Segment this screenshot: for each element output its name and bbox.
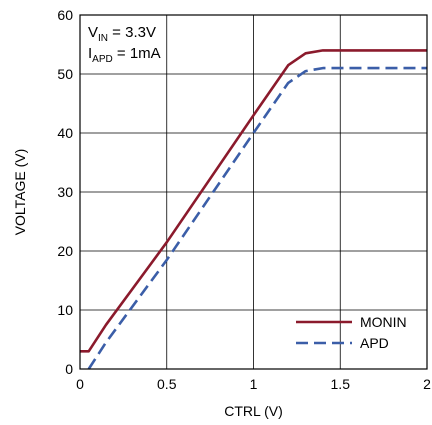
x-tick-label: 0.5	[157, 376, 177, 392]
x-tick-label: 1	[250, 376, 258, 392]
x-tick-label: 1.5	[331, 376, 351, 392]
y-tick-label: 50	[57, 66, 73, 82]
legend-label-monin: MONIN	[360, 314, 407, 330]
y-tick-label: 40	[57, 125, 73, 141]
series-line-monin	[80, 49, 427, 353]
x-tick-labels: 0 0.5 1 1.5 2	[76, 376, 431, 392]
y-tick-labels: 0 10 20 30 40 50 60	[57, 7, 73, 377]
legend-label-apd: APD	[360, 335, 389, 351]
plot-frame	[79, 14, 428, 370]
x-tick-label: 0	[76, 376, 84, 392]
series-lines	[80, 49, 427, 370]
series-line-apd	[87, 66, 427, 370]
x-tick-label: 2	[423, 376, 431, 392]
annotation-line: VIN = 3.3V	[88, 24, 156, 44]
y-tick-label: 30	[57, 184, 73, 200]
y-tick-label: 10	[57, 302, 73, 318]
y-tick-label: 60	[57, 7, 73, 23]
y-tick-label: 0	[65, 361, 73, 377]
x-axis-label: CTRL (V)	[224, 403, 283, 419]
annotation-line: IAPD = 1mA	[88, 45, 161, 65]
y-tick-label: 20	[57, 243, 73, 259]
y-axis-label: VOLTAGE (V)	[12, 149, 28, 236]
grid-lines	[80, 15, 427, 369]
legend: MONIN APD	[296, 314, 407, 351]
